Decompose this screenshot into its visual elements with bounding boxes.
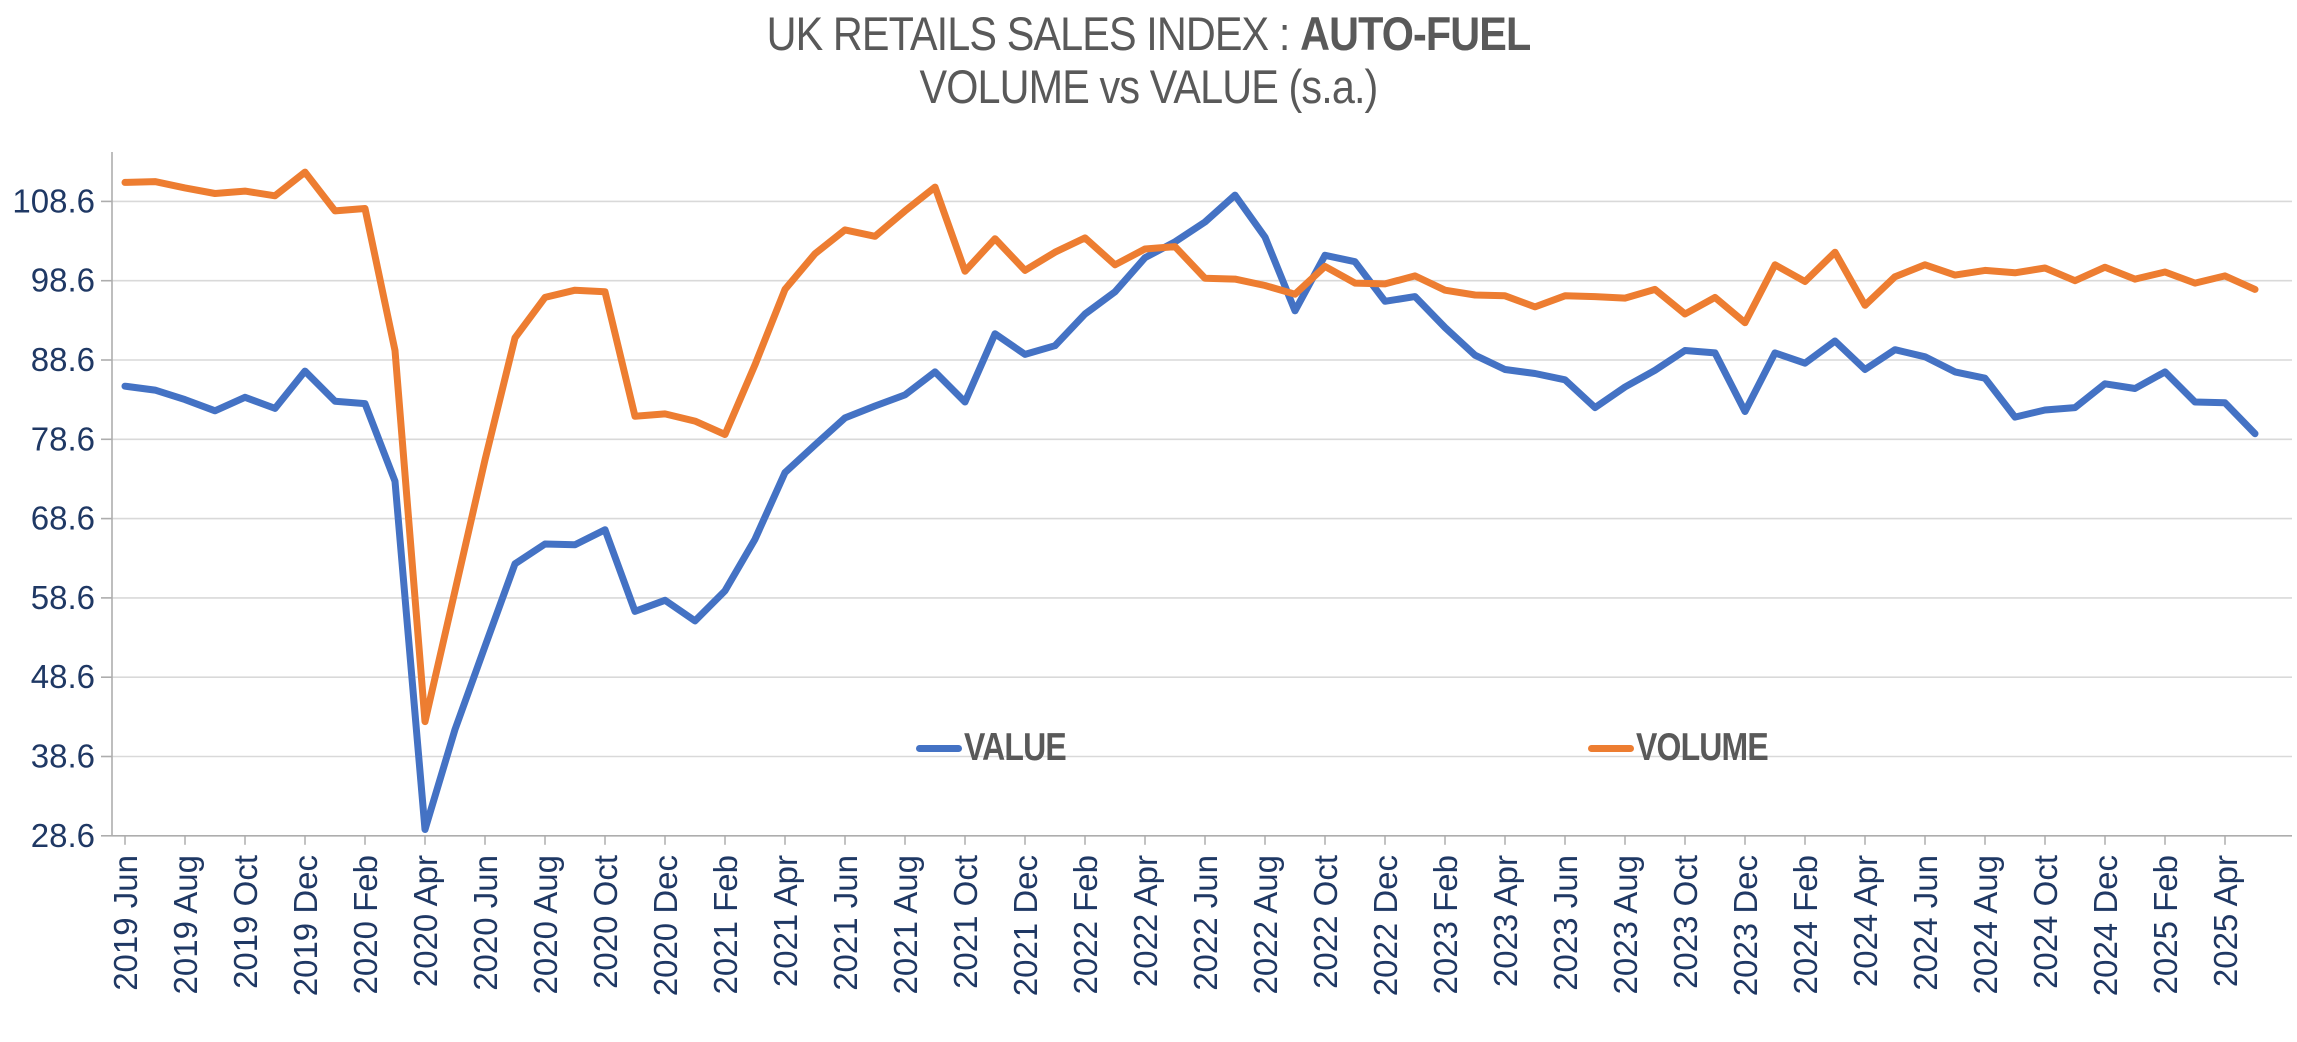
x-tick-label: 2022 Oct [1307, 855, 1344, 989]
chart-title-prefix: UK RETAILS SALES INDEX : [766, 7, 1301, 60]
x-tick-label: 2021 Aug [887, 855, 924, 994]
x-tick-label: 2021 Oct [947, 855, 984, 989]
y-tick-label: 78.6 [31, 420, 95, 457]
x-tick-label: 2021 Jun [827, 855, 864, 991]
legend-item-value: VALUE [916, 726, 1088, 770]
chart-title-emphasis: AUTO-FUEL [1300, 7, 1531, 60]
x-tick-label: 2020 Oct [587, 855, 624, 989]
legend-label-volume: VOLUME [1636, 726, 1769, 769]
y-tick-label: 28.6 [31, 817, 95, 854]
x-tick-label: 2019 Jun [107, 855, 144, 991]
y-tick-label: 38.6 [31, 738, 95, 775]
x-tick-label: 2023 Apr [1487, 855, 1524, 987]
x-tick-label: 2021 Feb [707, 855, 744, 994]
x-tick-label: 2024 Apr [1847, 855, 1884, 987]
x-tick-label: 2024 Oct [2027, 855, 2064, 989]
volume-series-line [121, 168, 2259, 726]
x-tick-label: 2023 Dec [1727, 855, 1764, 996]
x-tick-label: 2022 Aug [1247, 855, 1284, 994]
x-tick-label: 2021 Apr [767, 855, 804, 987]
x-tick-label: 2019 Aug [167, 855, 204, 994]
x-tick-label: 2023 Oct [1667, 855, 1704, 989]
x-tick-label: 2020 Apr [407, 855, 444, 987]
y-tick-label: 48.6 [31, 658, 95, 695]
x-tick-label: 2024 Feb [1787, 855, 1824, 994]
x-tick-label: 2025 Apr [2207, 855, 2244, 987]
x-tick-label: 2022 Jun [1187, 855, 1224, 991]
x-tick-label: 2020 Feb [347, 855, 384, 994]
x-tick-label: 2022 Feb [1067, 855, 1104, 994]
x-tick-label: 2023 Aug [1607, 855, 1644, 994]
x-tick-label: 2022 Dec [1367, 855, 1404, 996]
x-tick-label: 2019 Oct [227, 855, 264, 989]
legend-item-volume: VOLUME [1588, 726, 1797, 770]
y-tick-label: 98.6 [31, 262, 95, 299]
value-series-swatch [916, 744, 962, 752]
volume-series-swatch [1588, 744, 1634, 752]
y-tick-label: 68.6 [31, 500, 95, 537]
x-tick-label: 2021 Dec [1007, 855, 1044, 996]
x-tick-label: 2020 Jun [467, 855, 504, 991]
y-tick-label: 108.6 [12, 182, 95, 219]
x-tick-label: 2025 Feb [2147, 855, 2184, 994]
chart-title: UK RETAILS SALES INDEX : AUTO-FUEL [138, 7, 2159, 61]
x-tick-label: 2024 Dec [2087, 855, 2124, 996]
x-tick-label: 2023 Jun [1547, 855, 1584, 991]
y-tick-label: 88.6 [31, 341, 95, 378]
value-series-line [121, 191, 2259, 833]
x-tick-label: 2022 Apr [1127, 855, 1164, 987]
x-tick-label: 2020 Aug [527, 855, 564, 994]
y-tick-label: 58.6 [31, 579, 95, 616]
chart-subtitle: VOLUME vs VALUE (s.a.) [919, 59, 1379, 113]
legend-label-value: VALUE [964, 726, 1067, 769]
x-tick-label: 2023 Feb [1427, 855, 1464, 994]
x-tick-label: 2024 Jun [1907, 855, 1944, 991]
x-tick-label: 2020 Dec [647, 855, 684, 996]
chart-title-block: UK RETAILS SALES INDEX : AUTO-FUEL VOLUM… [138, 7, 2159, 113]
x-tick-label: 2024 Aug [1967, 855, 2004, 994]
x-tick-label: 2019 Dec [287, 855, 324, 996]
